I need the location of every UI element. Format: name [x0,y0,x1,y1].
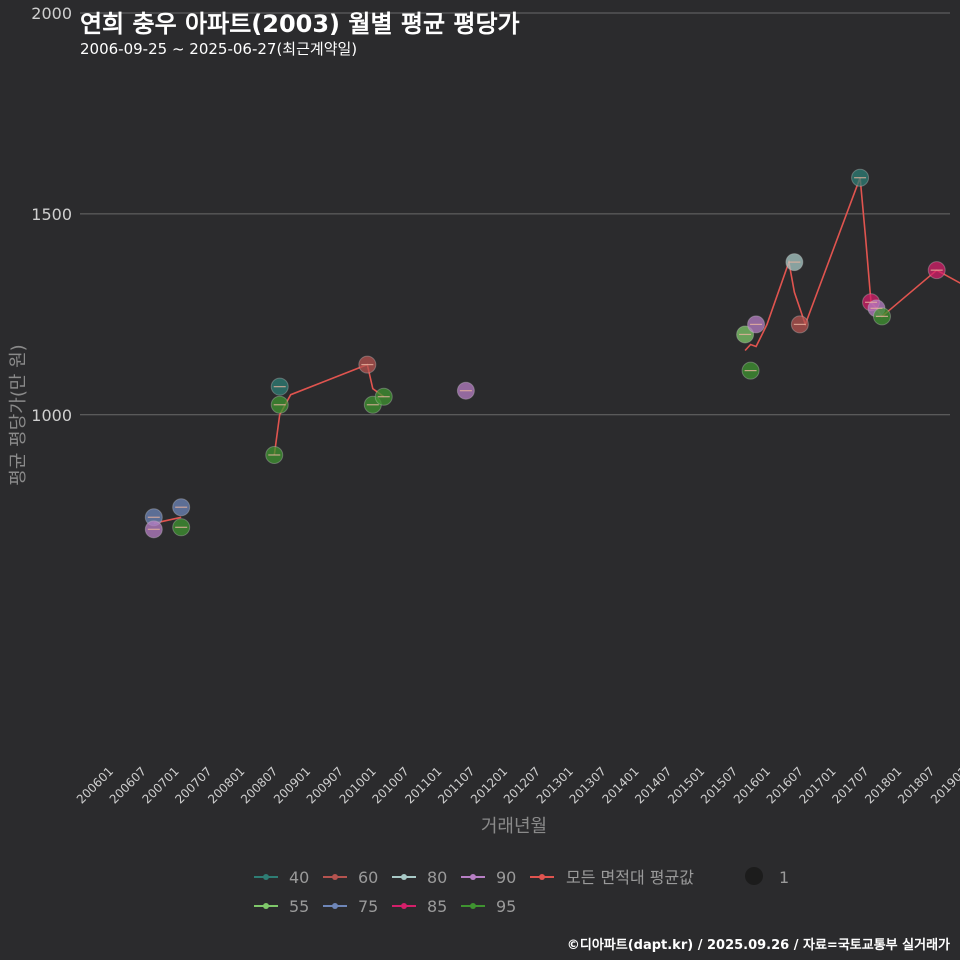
legend-dot-icon [332,903,338,909]
legend-label: 85 [427,897,447,916]
chart-title: 연희 충우 아파트(2003) 월별 평균 평당가 [80,10,520,38]
legend-item-95[interactable]: 95 [461,897,516,916]
y-tick-label: 1500 [31,205,72,224]
x-axis-label: 거래년월 [481,816,547,837]
legend-item-40[interactable]: 40 [254,868,309,887]
y-axis-label: 평균 평당가(만 원) [8,344,29,485]
data-points-layer [144,168,946,539]
legend-dot-icon [332,874,338,880]
y-tick-label: 1000 [31,406,72,425]
legend-label: 90 [496,868,516,887]
legend-dot-icon [401,874,407,880]
y-tick-label: 2000 [31,4,72,23]
legend-label: 75 [358,897,378,916]
average-line-layer [153,177,960,525]
legend-dot-icon [470,903,476,909]
legend-dot-icon [470,874,476,880]
legend-label: 95 [496,897,516,916]
y-axis-tick-labels: 1000 1500 2000 [31,4,72,425]
size-legend-circle-icon [745,867,763,885]
legend-label: 60 [358,868,378,887]
x-axis-tick-labels: 2006012006072007012007072008012008072009… [74,764,960,806]
legend: 40 60 80 90 55 75 85 95 모든 면적대 평균값 1 [254,867,789,916]
legend-label: 40 [289,868,309,887]
average-line-segment [273,363,385,456]
legend-dot-icon [401,903,407,909]
legend-size: 1 [745,867,789,887]
legend-item-60[interactable]: 60 [323,868,378,887]
source-footer: ©디아파트(dapt.kr) / 2025.09.26 / 자료=국토교통부 실… [566,938,950,953]
legend-item-90[interactable]: 90 [461,868,516,887]
legend-item-75[interactable]: 75 [323,897,378,916]
legend-item-average[interactable]: 모든 면적대 평균값 [530,868,694,887]
legend-dot-icon [263,874,269,880]
legend-label: 80 [427,868,447,887]
legend-item-85[interactable]: 85 [392,897,447,916]
size-legend-label: 1 [779,868,789,887]
legend-item-80[interactable]: 80 [392,868,447,887]
grid-lines [80,12,950,416]
legend-label: 모든 면적대 평균값 [566,868,694,887]
chart-subtitle: 2006-09-25 ~ 2025-06-27(최근계약일) [80,40,358,58]
average-line-segment [744,177,960,352]
legend-label: 55 [289,897,309,916]
legend-dot-icon [263,903,269,909]
legend-dot-icon [539,874,545,880]
legend-item-55[interactable]: 55 [254,897,309,916]
